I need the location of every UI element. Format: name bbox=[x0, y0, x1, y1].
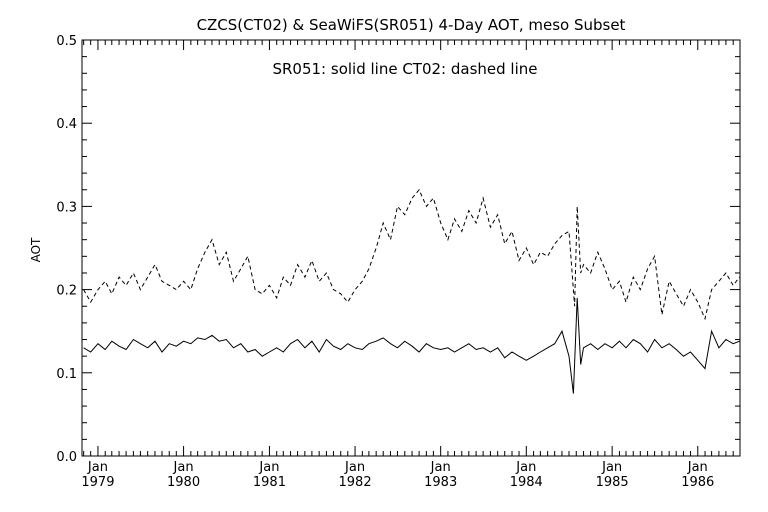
y-tick-label: 0.0 bbox=[56, 450, 77, 465]
x-tick-month-label: Jan bbox=[515, 460, 536, 475]
chart-title: CZCS(CT02) & SeaWiFS(SR051) 4-Day AOT, m… bbox=[197, 16, 626, 34]
x-tick-month-label: Jan bbox=[687, 460, 708, 475]
x-tick-month-label: Jan bbox=[344, 460, 365, 475]
x-tick-month-label: Jan bbox=[601, 460, 622, 475]
x-tick-year-label: 1982 bbox=[339, 475, 372, 490]
x-tick-year-label: 1979 bbox=[81, 475, 114, 490]
x-tick-month-label: Jan bbox=[87, 460, 108, 475]
series-layer bbox=[83, 188, 740, 394]
plot-frame bbox=[81, 39, 741, 457]
y-axis-label: AOT bbox=[29, 237, 43, 262]
x-tick-year-label: 1981 bbox=[253, 475, 286, 490]
x-tick-year-label: 1984 bbox=[510, 475, 543, 490]
y-tick-label: 0.2 bbox=[56, 284, 77, 299]
y-tick-label: 0.3 bbox=[56, 200, 77, 215]
x-tick-month-label: Jan bbox=[173, 460, 194, 475]
y-axis: 0.0 0.1 0.2 0.3 0.4 0.5 bbox=[56, 34, 740, 465]
y-tick-label: 0.1 bbox=[56, 367, 77, 382]
chart-legend-text: SR051: solid line CT02: dashed line bbox=[272, 60, 537, 78]
x-tick-year-label: 1980 bbox=[167, 475, 200, 490]
x-tick-year-label: 1986 bbox=[681, 475, 714, 490]
x-tick-month-label: Jan bbox=[258, 460, 279, 475]
x-tick-month-label: Jan bbox=[430, 460, 451, 475]
series-line-sr051 bbox=[83, 297, 740, 394]
y-tick-label: 0.5 bbox=[56, 34, 77, 49]
x-tick-year-label: 1983 bbox=[424, 475, 457, 490]
x-tick-year-label: 1985 bbox=[596, 475, 629, 490]
x-axis: Jan1979Jan1980Jan1981Jan1982Jan1983Jan19… bbox=[81, 40, 734, 490]
y-tick-label: 0.4 bbox=[56, 117, 77, 132]
series-line-ct02 bbox=[83, 188, 740, 321]
